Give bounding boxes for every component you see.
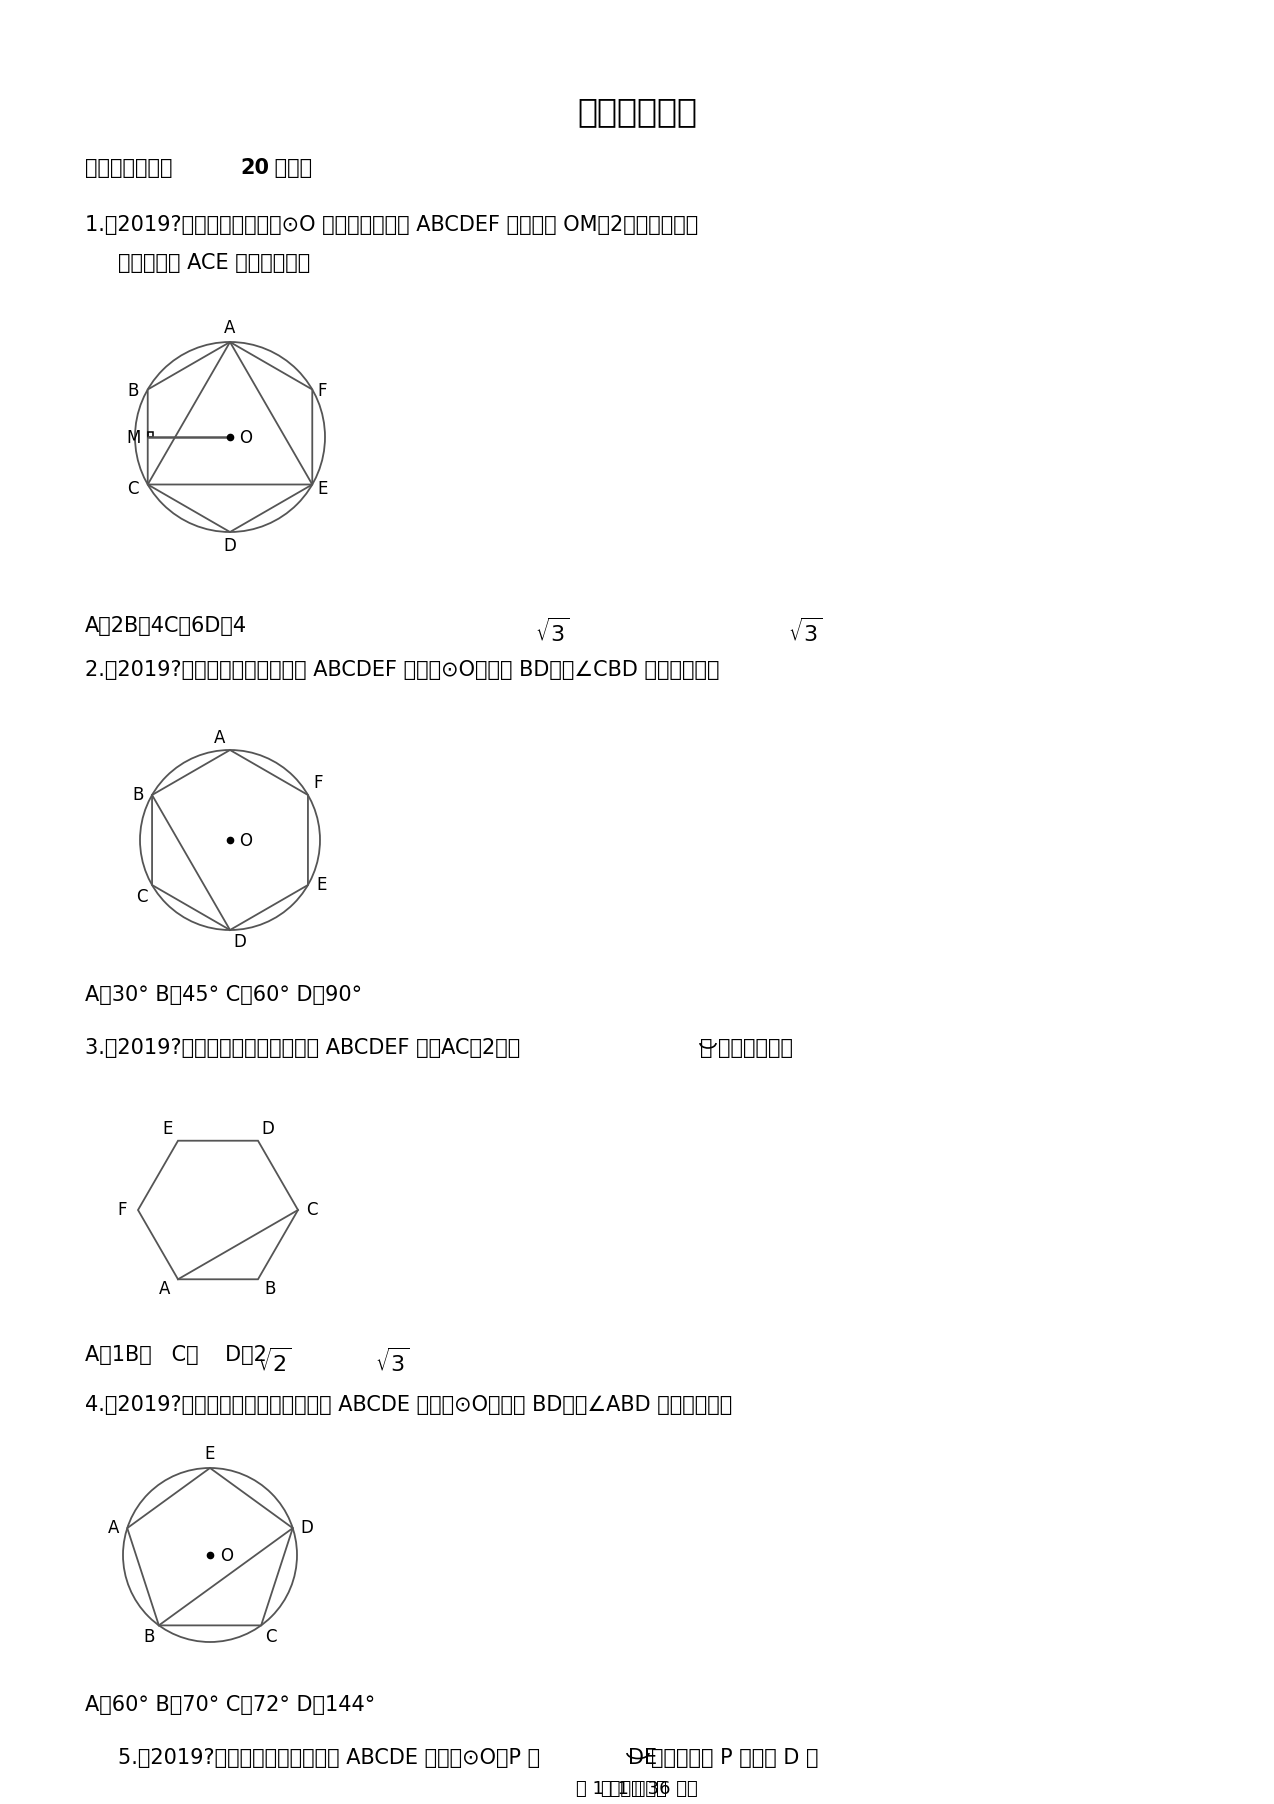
Text: E: E [317, 877, 327, 895]
Text: 接正三角形 ACE 的面积为（）: 接正三角形 ACE 的面积为（） [118, 253, 311, 272]
Text: D: D [233, 933, 246, 951]
Text: D: D [301, 1519, 313, 1537]
Text: D: D [223, 538, 237, 556]
Text: F: F [317, 382, 327, 400]
Text: A: A [224, 319, 236, 337]
Text: A: A [107, 1519, 118, 1537]
Text: DE: DE [628, 1748, 657, 1768]
Text: B: B [264, 1281, 275, 1299]
Text: 3.（2019?河池）如图，在正六边形 ABCDEF 中，AC＝2，则: 3.（2019?河池）如图，在正六边形 ABCDEF 中，AC＝2，则 [85, 1037, 520, 1057]
Text: D: D [261, 1120, 274, 1138]
Text: C: C [136, 888, 148, 906]
Text: M: M [126, 429, 141, 447]
Bar [148, 431, 153, 437]
Text: A．2B．4C．6D．4: A．2B．4C．6D．4 [85, 615, 247, 637]
Text: A．60° B．70° C．72° D．144°: A．60° B．70° C．72° D．144° [85, 1696, 376, 1716]
Text: 一．选择题（共: 一．选择题（共 [85, 159, 180, 179]
Text: B: B [132, 787, 144, 805]
Text: 小题）: 小题） [268, 159, 312, 179]
Text: E: E [163, 1120, 173, 1138]
Text: A．1B．   C．    D．2: A．1B． C． D．2 [85, 1346, 266, 1366]
Text: 4.（2019?湖州）如图，已知正五边形 ABCDE 内接于⊙O，连结 BD，则∠ABD 的度数是（）: 4.（2019?湖州）如图，已知正五边形 ABCDE 内接于⊙O，连结 BD，则… [85, 1394, 733, 1414]
Text: A．30° B．45° C．60° D．90°: A．30° B．45° C．60° D．90° [85, 985, 362, 1005]
Text: 20: 20 [240, 159, 269, 179]
Text: 1.（2019?雅安）如图，已知⊙O 的内接正六边形 ABCDEF 的边心距 OM＝2，则该圆的内: 1.（2019?雅安）如图，已知⊙O 的内接正六边形 ABCDEF 的边心距 O… [85, 215, 698, 235]
Text: $\sqrt{2}$: $\sqrt{2}$ [257, 1348, 292, 1375]
Text: O: O [240, 832, 252, 850]
Text: 正多边形与圆: 正多边形与圆 [577, 96, 697, 128]
Text: 第 1 页（共: 第 1 页（共 [601, 1781, 673, 1799]
Text: $\sqrt{3}$: $\sqrt{3}$ [375, 1348, 409, 1375]
Text: O: O [240, 429, 252, 447]
Text: 的一点（点 P 不与点 D 重: 的一点（点 P 不与点 D 重 [651, 1748, 818, 1768]
Text: B: B [143, 1629, 154, 1647]
Text: E: E [317, 480, 327, 498]
Text: O: O [220, 1548, 233, 1566]
Text: $\sqrt{3}$: $\sqrt{3}$ [535, 619, 569, 646]
Text: F: F [117, 1201, 126, 1220]
Text: 2.（2019?贵阳）如图，正六边形 ABCDEF 内接于⊙O，连结 BD，则∠CBD 的度数是（）: 2.（2019?贵阳）如图，正六边形 ABCDEF 内接于⊙O，连结 BD，则∠… [85, 660, 720, 680]
Text: A: A [159, 1281, 171, 1299]
Text: 第 1 页（共 36 页）: 第 1 页（共 36 页） [576, 1781, 698, 1799]
Text: 边: 边 [699, 1037, 712, 1057]
Text: A: A [214, 729, 225, 747]
Text: F: F [313, 774, 322, 792]
Text: C: C [127, 480, 139, 498]
Text: B: B [127, 382, 139, 400]
Text: 的边长是（）: 的边长是（） [719, 1037, 792, 1057]
Text: $\sqrt{3}$: $\sqrt{3}$ [789, 619, 823, 646]
Text: C: C [265, 1629, 276, 1647]
Text: C: C [306, 1201, 317, 1220]
Text: 5.（2019?成都）如图，正五边形 ABCDE 内接于⊙O，P 为: 5.（2019?成都）如图，正五边形 ABCDE 内接于⊙O，P 为 [118, 1748, 540, 1768]
Text: E: E [205, 1445, 215, 1463]
